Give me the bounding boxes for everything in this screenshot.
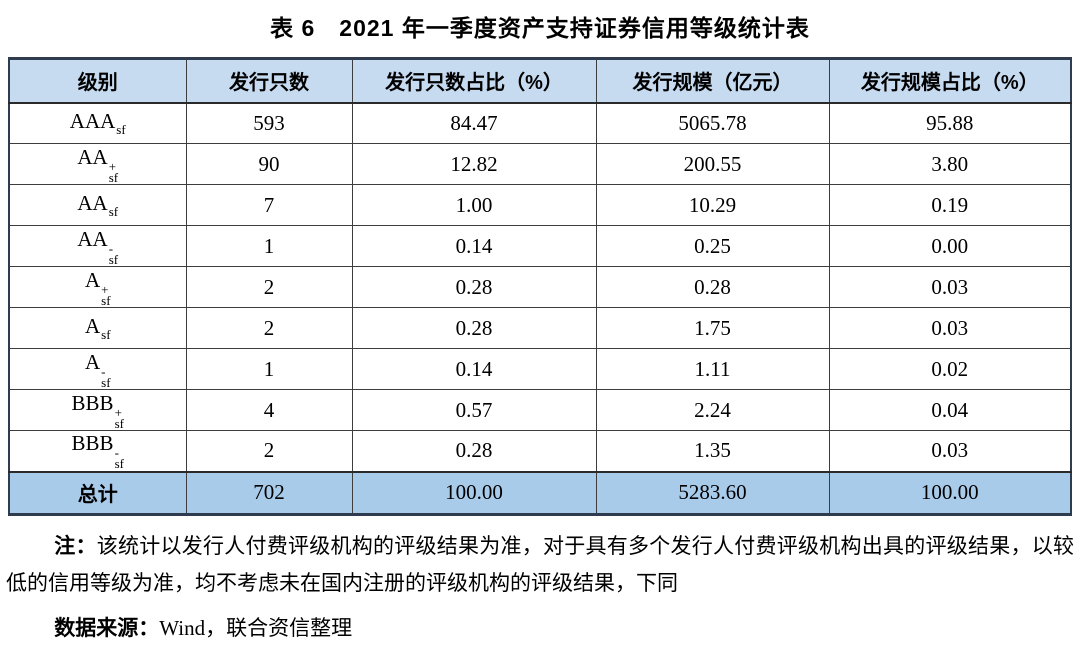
count-pct-cell: 1.00 [351, 184, 597, 226]
scale-pct-cell: 0.19 [828, 184, 1072, 226]
count-pct-cell: 0.14 [351, 225, 597, 267]
count-cell: 7 [185, 184, 353, 226]
header-scale-pct: 发行规模占比（%） [828, 58, 1072, 104]
grade-cell: BBB + sf [8, 389, 187, 431]
scale-pct-cell: 3.80 [828, 143, 1072, 185]
source-text: Wind，联合资信整理 [159, 616, 353, 640]
scale-cell: 1.11 [595, 348, 830, 390]
count-cell: 593 [185, 102, 353, 144]
table-row: BBB - sf 2 0.28 1.35 0.03 [8, 430, 1072, 472]
count-cell: 2 [185, 266, 353, 308]
grade-cell: A + sf [8, 266, 187, 308]
scale-cell: 10.29 [595, 184, 830, 226]
scale-cell: 1.75 [595, 307, 830, 349]
grade-cell: BBB - sf [8, 430, 187, 472]
notes-section: 注：该统计以发行人付费评级机构的评级结果为准，对于具有多个发行人付费评级机构出具… [6, 528, 1074, 647]
count-pct-cell: 0.28 [351, 266, 597, 308]
total-count-pct-cell: 100.00 [351, 470, 597, 515]
scale-pct-cell: 0.04 [828, 389, 1072, 431]
note-paragraph: 注：该统计以发行人付费评级机构的评级结果为准，对于具有多个发行人付费评级机构出具… [6, 528, 1074, 602]
header-count: 发行只数 [185, 58, 353, 104]
table-row: AA - sf 1 0.14 0.25 0.00 [8, 225, 1072, 267]
total-row: 总计 702 100.00 5283.60 100.00 [8, 470, 1072, 515]
table-row: A - sf 1 0.14 1.11 0.02 [8, 348, 1072, 390]
total-scale-pct-cell: 100.00 [828, 470, 1072, 515]
scale-pct-cell: 0.03 [828, 266, 1072, 308]
count-cell: 1 [185, 348, 353, 390]
count-cell: 2 [185, 307, 353, 349]
count-pct-cell: 0.28 [351, 307, 597, 349]
count-cell: 1 [185, 225, 353, 267]
table-body: AAAsf 593 84.47 5065.78 95.88 AA + sf 90 12.82 200… [8, 102, 1072, 472]
grade-cell: AAsf [8, 184, 187, 226]
table-title: 表 6 2021 年一季度资产支持证券信用等级统计表 [270, 15, 810, 41]
count-pct-cell: 84.47 [351, 102, 597, 144]
table-row: Asf 2 0.28 1.75 0.03 [8, 307, 1072, 349]
scale-cell: 1.35 [595, 430, 830, 472]
scale-pct-cell: 95.88 [828, 102, 1072, 144]
total-label-cell: 总计 [8, 470, 187, 515]
scale-cell: 0.28 [595, 266, 830, 308]
count-cell: 90 [185, 143, 353, 185]
header-count-pct: 发行只数占比（%） [351, 58, 597, 104]
scale-pct-cell: 0.02 [828, 348, 1072, 390]
count-pct-cell: 12.82 [351, 143, 597, 185]
count-cell: 4 [185, 389, 353, 431]
scale-cell: 0.25 [595, 225, 830, 267]
page: 表 6 2021 年一季度资产支持证券信用等级统计表 级别 发行只数 发行只数占… [6, 15, 1074, 640]
grade-cell: AAAsf [8, 102, 187, 144]
scale-cell: 200.55 [595, 143, 830, 185]
count-pct-cell: 0.57 [351, 389, 597, 431]
table-header-row: 级别 发行只数 发行只数占比（%） 发行规模（亿元） 发行规模占比（%） [8, 58, 1072, 104]
source-label: 数据来源： [54, 616, 160, 640]
count-pct-cell: 0.14 [351, 348, 597, 390]
source-paragraph: 数据来源：Wind，联合资信整理 [6, 610, 1074, 647]
total-scale-cell: 5283.60 [595, 470, 830, 515]
scale-pct-cell: 0.00 [828, 225, 1072, 267]
scale-cell: 2.24 [595, 389, 830, 431]
count-cell: 2 [185, 430, 353, 472]
grade-cell: AA - sf [8, 225, 187, 267]
table-row: BBB + sf 4 0.57 2.24 0.04 [8, 389, 1072, 431]
count-pct-cell: 0.28 [351, 430, 597, 472]
scale-pct-cell: 0.03 [828, 430, 1072, 472]
ratings-table: 级别 发行只数 发行只数占比（%） 发行规模（亿元） 发行规模占比（%） AAA… [8, 57, 1072, 516]
scale-pct-cell: 0.03 [828, 307, 1072, 349]
header-grade: 级别 [8, 58, 187, 104]
scale-cell: 5065.78 [595, 102, 830, 144]
table-row: AAAsf 593 84.47 5065.78 95.88 [8, 102, 1072, 144]
grade-cell: AA + sf [8, 143, 187, 185]
header-scale: 发行规模（亿元） [595, 58, 830, 104]
note-label: 注： [54, 534, 97, 558]
table-row: AAsf 7 1.00 10.29 0.19 [8, 184, 1072, 226]
table-row: A + sf 2 0.28 0.28 0.03 [8, 266, 1072, 308]
total-count-cell: 702 [185, 470, 353, 515]
grade-cell: A - sf [8, 348, 187, 390]
note-text: 该统计以发行人付费评级机构的评级结果为准，对于具有多个发行人付费评级机构出具的评… [6, 534, 1074, 595]
grade-cell: Asf [8, 307, 187, 349]
table-row: AA + sf 90 12.82 200.55 3.80 [8, 143, 1072, 185]
